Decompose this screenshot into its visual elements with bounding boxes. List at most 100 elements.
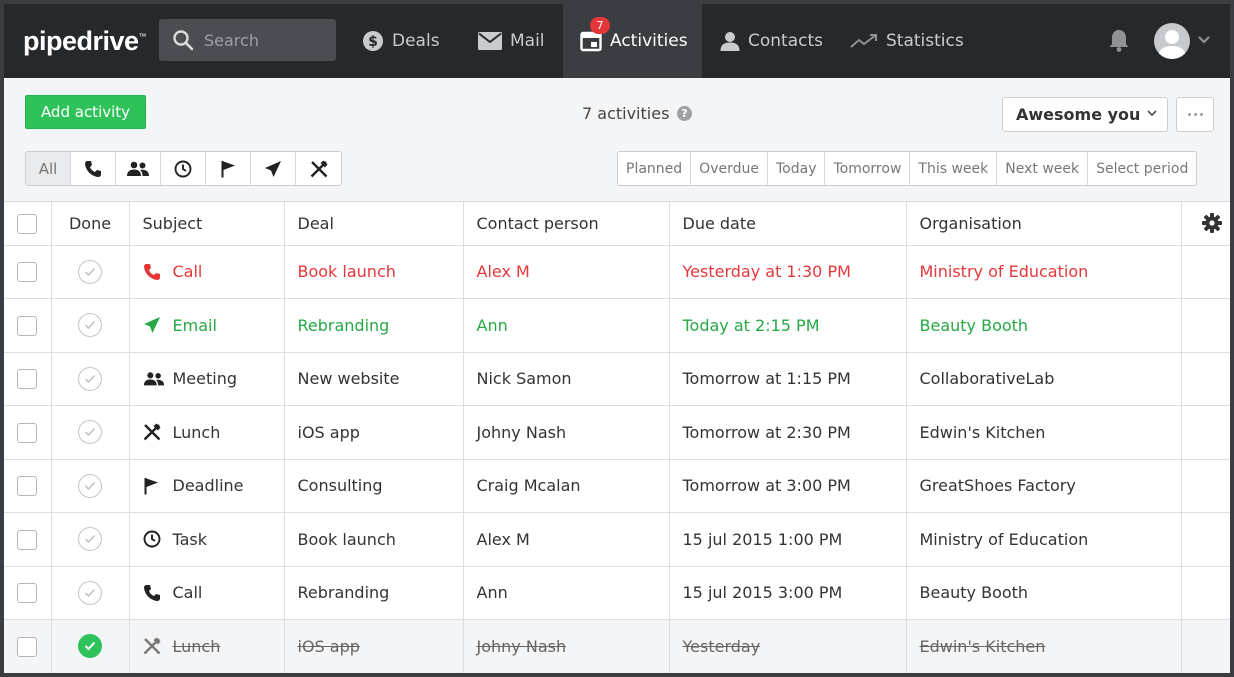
organisation-cell[interactable]: CollaborativeLab — [906, 352, 1182, 406]
nav-activities[interactable]: 7 Activities — [563, 4, 702, 78]
table-row[interactable]: Call Book launch Alex M Yesterday at 1:3… — [4, 245, 1230, 299]
period-today[interactable]: Today — [768, 152, 826, 185]
subject-cell[interactable]: Lunch — [129, 405, 285, 460]
table-row[interactable]: Email Rebranding Ann Today at 2:15 PM Be… — [4, 298, 1230, 353]
mark-done-toggle[interactable] — [78, 366, 102, 391]
column-header-organisation[interactable]: Organisation — [906, 202, 1182, 246]
help-icon[interactable]: ? — [677, 106, 692, 121]
mark-done-toggle[interactable] — [78, 313, 102, 338]
contact-cell[interactable]: Craig Mcalan — [463, 459, 670, 513]
due-date-cell: Yesterday — [669, 619, 907, 673]
organisation-cell[interactable]: Beauty Booth — [906, 566, 1182, 620]
organisation-cell[interactable]: Edwin's Kitchen — [906, 405, 1182, 460]
row-checkbox[interactable] — [17, 636, 38, 657]
person-icon — [720, 32, 740, 51]
subject-cell[interactable]: Deadline — [129, 459, 285, 513]
mark-done-toggle[interactable] — [78, 580, 102, 605]
subject-cell[interactable]: Lunch — [129, 619, 285, 673]
period-tomorrow[interactable]: Tomorrow — [825, 152, 911, 185]
subject-cell[interactable]: Email — [129, 298, 285, 353]
period-overdue[interactable]: Overdue — [691, 152, 768, 185]
mark-done-toggle[interactable] — [78, 420, 102, 445]
filter-meeting[interactable] — [116, 152, 161, 185]
row-checkbox[interactable] — [17, 529, 38, 550]
check-icon — [84, 321, 96, 330]
subject-cell[interactable]: Task — [129, 512, 285, 567]
table-row[interactable]: Meeting New website Nick Samon Tomorrow … — [4, 352, 1230, 406]
send-icon — [265, 160, 281, 177]
deal-cell[interactable]: iOS app — [284, 619, 464, 673]
filter-deadline[interactable] — [206, 152, 251, 185]
user-avatar[interactable] — [1154, 23, 1190, 59]
more-options-button[interactable] — [1176, 97, 1214, 132]
table-row[interactable]: Call Rebranding Ann 15 jul 2015 3:00 PM … — [4, 566, 1230, 620]
filter-call[interactable] — [71, 152, 116, 185]
table-row[interactable]: Lunch iOS app Johny Nash Yesterday Edwin… — [4, 619, 1230, 673]
contact-cell[interactable]: Johny Nash — [463, 405, 670, 460]
subject-cell[interactable]: Call — [129, 245, 285, 299]
row-checkbox[interactable] — [17, 369, 38, 389]
row-checkbox[interactable] — [17, 476, 38, 496]
period-next-week[interactable]: Next week — [997, 152, 1089, 185]
table-row[interactable]: Task Book launch Alex M 15 jul 2015 1:00… — [4, 512, 1230, 567]
table-row[interactable]: Lunch iOS app Johny Nash Tomorrow at 2:3… — [4, 405, 1230, 460]
column-header-deal[interactable]: Deal — [284, 202, 464, 246]
filter-task[interactable] — [161, 152, 206, 185]
filter-lunch[interactable] — [296, 152, 341, 185]
row-checkbox[interactable] — [17, 262, 38, 282]
search-input[interactable] — [204, 27, 329, 53]
contact-cell[interactable]: Ann — [463, 566, 670, 620]
contact-cell[interactable]: Johny Nash — [463, 619, 670, 673]
check-icon — [84, 535, 96, 544]
period-select[interactable]: Select period — [1096, 160, 1189, 177]
deal-cell[interactable]: New website — [284, 352, 464, 406]
search-box[interactable] — [159, 19, 336, 61]
column-header-due-date[interactable]: Due date — [669, 202, 907, 246]
deal-cell[interactable]: Consulting — [284, 459, 464, 513]
mark-done-toggle[interactable] — [78, 527, 102, 552]
organisation-cell[interactable]: Ministry of Education — [906, 245, 1182, 299]
period-planned[interactable]: Planned — [618, 152, 692, 185]
row-checkbox[interactable] — [17, 315, 38, 336]
check-icon — [84, 428, 96, 437]
deal-cell[interactable]: Rebranding — [284, 566, 464, 620]
period-this-week[interactable]: This week — [910, 152, 998, 185]
nav-statistics[interactable]: Statistics — [850, 4, 964, 78]
contact-cell[interactable]: Alex M — [463, 245, 670, 299]
pipedrive-logo[interactable]: pipedrive™ — [23, 26, 147, 56]
nav-contacts[interactable]: Contacts — [720, 4, 823, 78]
filter-all[interactable]: All — [26, 152, 71, 185]
nav-mail[interactable]: Mail — [478, 4, 545, 78]
column-header-subject[interactable]: Subject — [129, 202, 285, 246]
column-header-done[interactable]: Done — [51, 202, 130, 246]
organisation-cell[interactable]: Beauty Booth — [906, 298, 1182, 353]
nav-deals[interactable]: $ Deals — [362, 4, 440, 78]
bell-icon[interactable] — [1108, 28, 1130, 52]
mark-done-toggle[interactable] — [78, 473, 102, 498]
contact-cell[interactable]: Ann — [463, 298, 670, 353]
subject-cell[interactable]: Call — [129, 566, 285, 620]
select-all-checkbox[interactable] — [17, 213, 38, 234]
contact-cell[interactable]: Alex M — [463, 512, 670, 567]
row-checkbox[interactable] — [17, 583, 38, 603]
row-checkbox[interactable] — [17, 422, 38, 443]
subject-cell[interactable]: Meeting — [129, 352, 285, 406]
column-header-contact[interactable]: Contact person — [463, 202, 670, 246]
organisation-cell[interactable]: Ministry of Education — [906, 512, 1182, 567]
organisation-cell[interactable]: GreatShoes Factory — [906, 459, 1182, 513]
user-filter-select[interactable]: Awesome you — [1002, 97, 1168, 132]
add-activity-button[interactable]: Add activity — [25, 95, 146, 129]
mark-done-toggle[interactable] — [78, 259, 102, 284]
filter-email[interactable] — [251, 152, 296, 185]
deal-cell[interactable]: iOS app — [284, 405, 464, 460]
deal-cell[interactable]: Rebranding — [284, 298, 464, 353]
mark-done-toggle[interactable] — [78, 634, 102, 659]
deal-cell[interactable]: Book launch — [284, 245, 464, 299]
nav-mail-label: Mail — [510, 31, 545, 51]
deal-cell[interactable]: Book launch — [284, 512, 464, 567]
table-row[interactable]: Deadline Consulting Craig Mcalan Tomorro… — [4, 459, 1230, 513]
gear-icon[interactable] — [1202, 213, 1223, 234]
chevron-down-icon[interactable] — [1198, 36, 1210, 44]
contact-cell[interactable]: Nick Samon — [463, 352, 670, 406]
organisation-cell[interactable]: Edwin's Kitchen — [906, 619, 1182, 673]
